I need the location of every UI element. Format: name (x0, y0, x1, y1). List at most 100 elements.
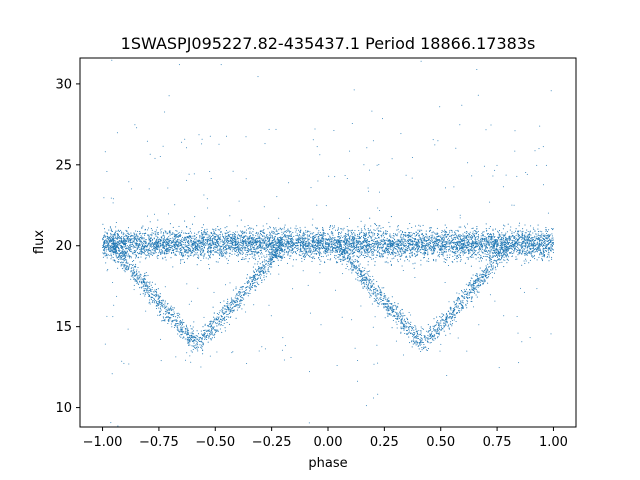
data-point (507, 255, 509, 257)
data-point (142, 246, 144, 248)
data-point (549, 238, 551, 240)
data-point (256, 247, 258, 250)
data-point (433, 236, 435, 238)
data-point (438, 254, 440, 256)
data-point (459, 236, 461, 238)
data-point (116, 241, 118, 243)
data-point (492, 246, 494, 248)
data-point (408, 260, 410, 262)
data-point (548, 234, 550, 236)
data-point (344, 235, 346, 237)
data-point (153, 238, 155, 240)
data-point (366, 240, 368, 242)
data-point (303, 233, 305, 235)
data-point (242, 252, 244, 254)
data-point (517, 235, 519, 237)
data-point (522, 228, 524, 230)
data-point (544, 249, 546, 251)
data-point (367, 236, 369, 238)
data-point (434, 237, 436, 239)
data-point (147, 234, 149, 236)
data-point (122, 252, 124, 254)
data-point (174, 254, 176, 256)
data-point (485, 238, 487, 241)
data-point (304, 226, 306, 228)
data-point (465, 242, 467, 244)
data-point (154, 233, 157, 235)
data-point (404, 241, 406, 243)
data-point (150, 237, 153, 239)
data-point (201, 253, 203, 255)
data-point (207, 247, 209, 249)
data-point (289, 232, 291, 234)
data-point (474, 239, 476, 241)
data-point (451, 234, 453, 236)
data-point (356, 235, 358, 237)
data-point (242, 232, 244, 234)
data-point (532, 248, 535, 250)
data-point (241, 251, 243, 253)
data-point (548, 260, 550, 262)
data-point (214, 233, 216, 235)
data-point (215, 235, 217, 237)
data-point (267, 236, 269, 238)
data-point (392, 241, 395, 243)
data-point (381, 253, 383, 255)
data-point (451, 240, 453, 242)
data-point (184, 220, 186, 222)
data-point (339, 255, 341, 257)
data-point (344, 237, 347, 239)
data-point (413, 249, 415, 251)
data-point (466, 223, 469, 225)
data-point (266, 248, 268, 251)
data-point (358, 234, 361, 236)
data-point (484, 245, 486, 247)
data-point (522, 246, 524, 249)
data-point (249, 236, 251, 238)
data-point (538, 256, 540, 258)
data-point (480, 237, 482, 239)
data-point (233, 240, 236, 242)
data-point (299, 245, 302, 247)
data-point (357, 237, 359, 239)
data-point (313, 238, 315, 240)
data-point (489, 242, 491, 244)
data-point (343, 235, 345, 237)
data-point (500, 254, 502, 256)
data-point (516, 239, 518, 241)
data-point (471, 233, 473, 235)
data-point (138, 239, 140, 241)
data-point (376, 228, 378, 230)
data-point (294, 227, 296, 229)
data-point (232, 232, 234, 234)
data-point (132, 242, 134, 244)
data-point (283, 226, 285, 228)
data-point (390, 249, 392, 251)
data-point (123, 251, 125, 253)
data-point (450, 246, 453, 248)
data-point (185, 246, 187, 248)
data-point (437, 244, 440, 246)
data-point (221, 233, 224, 235)
data-point (345, 246, 347, 248)
data-point (244, 226, 246, 228)
data-point (497, 230, 499, 232)
data-point (297, 243, 299, 245)
data-point (250, 253, 252, 255)
data-point (431, 238, 433, 240)
data-point (220, 240, 222, 242)
data-point (400, 234, 402, 236)
data-point (109, 236, 111, 238)
data-point (248, 244, 250, 247)
data-point (485, 245, 487, 247)
data-point (358, 249, 360, 251)
data-point (147, 229, 149, 231)
data-point (414, 225, 417, 227)
data-point (289, 241, 291, 243)
data-point (369, 235, 371, 238)
data-point (364, 254, 366, 257)
data-point (188, 234, 190, 237)
data-point (314, 258, 316, 260)
data-point (541, 252, 543, 254)
data-point (141, 226, 143, 228)
